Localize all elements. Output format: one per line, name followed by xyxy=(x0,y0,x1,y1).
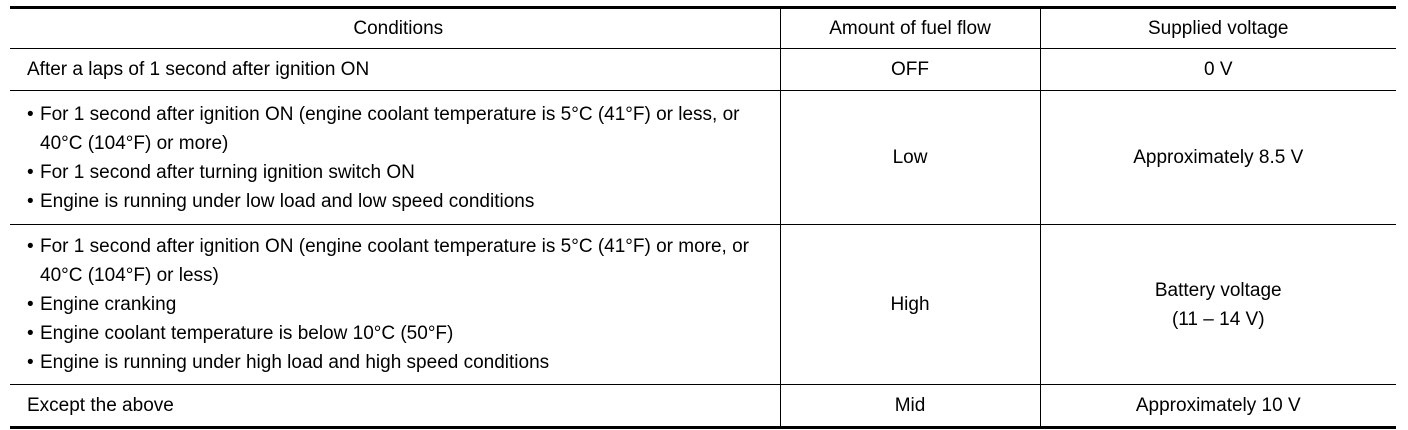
table-cell: Battery voltage (11 – 14 V) xyxy=(1039,224,1396,385)
bullet-list: For 1 second after ignition ON (engine c… xyxy=(27,232,760,377)
table-cell: 0 V xyxy=(1039,48,1396,91)
table-body: After a laps of 1 second after ignition … xyxy=(10,48,1396,428)
bullet-list: For 1 second after ignition ON (engine c… xyxy=(27,100,760,216)
table-row: For 1 second after ignition ON (engine c… xyxy=(10,90,1396,225)
table-cell: Mid xyxy=(779,384,1041,428)
header-cell: Conditions xyxy=(10,7,781,49)
bullet-item: For 1 second after ignition ON (engine c… xyxy=(27,100,760,158)
table-cell: Except the above xyxy=(10,384,781,428)
table-row: Except the above Mid Approximately 10 V xyxy=(10,384,1396,428)
bullet-item: For 1 second after ignition ON (engine c… xyxy=(27,232,760,290)
table-row: After a laps of 1 second after ignition … xyxy=(10,48,1396,91)
table-cell: Low xyxy=(779,90,1041,225)
header-cell: Supplied voltage xyxy=(1039,7,1396,49)
table-cell: Approximately 8.5 V xyxy=(1039,90,1396,225)
table-cell: Approximately 10 V xyxy=(1039,384,1396,428)
bullet-item: Engine is running under low load and low… xyxy=(27,187,760,216)
bullet-item: Engine is running under high load and hi… xyxy=(27,348,760,377)
header-cell: Amount of fuel flow xyxy=(779,7,1041,49)
table-row: For 1 second after ignition ON (engine c… xyxy=(10,224,1396,385)
bullet-item: Engine coolant temperature is below 10°C… xyxy=(27,319,760,348)
table-cell: OFF xyxy=(779,48,1041,91)
table-cell: For 1 second after ignition ON (engine c… xyxy=(10,224,781,385)
bullet-item: For 1 second after turning ignition swit… xyxy=(27,158,760,187)
conditions-table: Conditions Amount of fuel flow Supplied … xyxy=(10,6,1396,429)
cell-line: Battery voltage xyxy=(1154,279,1282,301)
bullet-item: Engine cranking xyxy=(27,290,760,319)
table-cell: For 1 second after ignition ON (engine c… xyxy=(10,90,781,225)
header-row: Conditions Amount of fuel flow Supplied … xyxy=(10,7,1396,49)
table-cell: High xyxy=(779,224,1041,385)
cell-line: (11 – 14 V) xyxy=(1171,308,1265,330)
table-cell: After a laps of 1 second after ignition … xyxy=(10,48,781,91)
